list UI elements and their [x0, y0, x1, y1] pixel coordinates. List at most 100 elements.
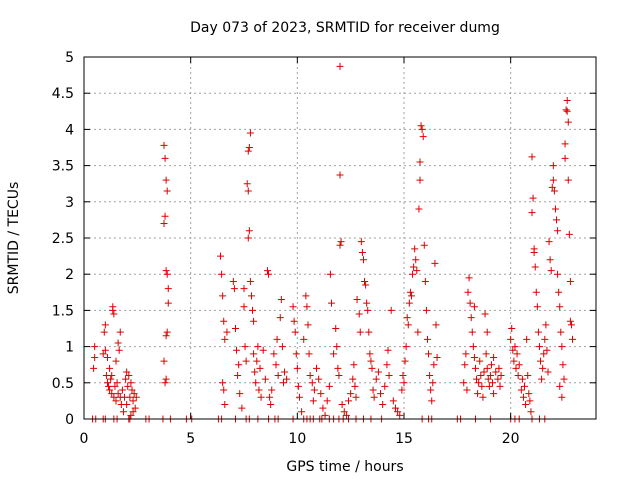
data-point [359, 256, 367, 264]
data-point [221, 335, 229, 343]
data-point [476, 357, 484, 365]
data-point [551, 205, 559, 213]
data-point [381, 382, 389, 390]
data-point [528, 153, 536, 161]
data-point [417, 122, 425, 130]
data-point [298, 408, 306, 416]
data-point [410, 263, 418, 271]
data-point [253, 357, 261, 365]
data-point [108, 390, 116, 398]
data-point [259, 346, 267, 354]
y-tick-label: 1.5 [52, 303, 74, 319]
data-point [539, 364, 547, 372]
data-point [357, 238, 365, 246]
data-point [426, 372, 434, 380]
data-point [466, 299, 474, 307]
data-point [350, 361, 358, 369]
data-point [342, 411, 350, 419]
y-tick-label: 1 [65, 340, 74, 356]
data-point [112, 397, 120, 405]
data-point [257, 393, 265, 401]
data-point [223, 328, 231, 336]
data-point [374, 368, 382, 376]
data-point [535, 343, 543, 351]
data-point [364, 306, 372, 314]
data-point [555, 288, 563, 296]
data-point [252, 379, 260, 387]
data-point [244, 187, 252, 195]
data-point [478, 382, 486, 390]
data-point [293, 364, 301, 372]
data-point [273, 335, 281, 343]
data-point [494, 375, 502, 383]
data-point [554, 227, 562, 235]
data-point [91, 353, 99, 361]
y-tick-label: 4.5 [52, 86, 74, 102]
data-point [483, 364, 491, 372]
data-point [234, 372, 242, 380]
data-point [533, 303, 541, 311]
data-point [403, 314, 411, 322]
data-point [334, 364, 342, 372]
data-point [564, 176, 572, 184]
data-point [525, 390, 533, 398]
data-point [483, 328, 491, 336]
y-tick-label: 5 [65, 50, 74, 66]
data-point [336, 241, 344, 249]
data-point [291, 328, 299, 336]
data-point [283, 375, 291, 383]
data-point [250, 317, 258, 325]
data-point [549, 162, 557, 170]
data-point [163, 328, 171, 336]
data-point [355, 310, 363, 318]
data-point [162, 176, 170, 184]
data-point [276, 314, 284, 322]
data-point [477, 372, 485, 380]
data-point [127, 411, 135, 419]
data-point [538, 375, 546, 383]
data-point [319, 404, 327, 412]
data-point [267, 401, 275, 409]
data-point [250, 350, 258, 358]
y-tick-label: 3 [65, 195, 74, 211]
data-point [399, 372, 407, 380]
data-point [566, 277, 574, 285]
data-point [391, 404, 399, 412]
data-point [422, 306, 430, 314]
data-point [161, 154, 169, 162]
y-tick-label: 0 [65, 412, 74, 428]
data-point [272, 361, 280, 369]
data-point [218, 270, 226, 278]
data-point [103, 379, 111, 387]
data-point [495, 364, 503, 372]
data-point [522, 401, 530, 409]
data-point [363, 299, 371, 307]
data-point [122, 375, 130, 383]
data-point [219, 292, 227, 300]
data-point [429, 379, 437, 387]
data-point [240, 303, 248, 311]
data-point [219, 379, 227, 387]
data-point [125, 372, 133, 380]
data-point [560, 375, 568, 383]
data-point [115, 346, 123, 354]
data-point [101, 321, 109, 329]
data-point [418, 125, 426, 133]
data-point [415, 205, 423, 213]
x-tick-label: 15 [395, 431, 413, 447]
data-point [496, 382, 504, 390]
data-point [330, 350, 338, 358]
data-point [110, 393, 118, 401]
data-point [265, 270, 273, 278]
data-point [113, 379, 121, 387]
data-point [335, 372, 343, 380]
data-point [242, 357, 250, 365]
data-point [467, 314, 475, 322]
data-point [163, 270, 171, 278]
data-point [255, 386, 263, 394]
data-point [567, 321, 575, 329]
data-point [162, 267, 170, 275]
data-point [246, 277, 254, 285]
data-point [514, 372, 522, 380]
data-point [99, 350, 107, 358]
